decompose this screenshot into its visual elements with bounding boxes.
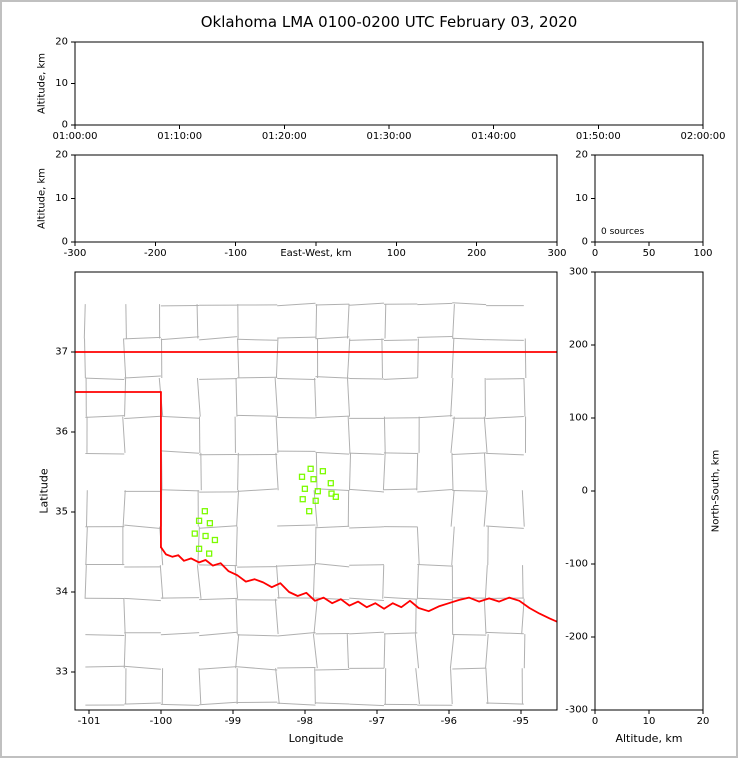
svg-text:0: 0	[592, 716, 598, 727]
svg-text:-95: -95	[513, 716, 529, 727]
map-content	[75, 302, 557, 707]
svg-text:33: 33	[55, 667, 68, 678]
svg-text:-97: -97	[369, 716, 385, 727]
svg-text:-300: -300	[64, 248, 87, 259]
svg-text:20: 20	[697, 716, 710, 727]
svg-text:10: 10	[575, 193, 588, 204]
svg-text:10: 10	[55, 78, 68, 89]
svg-text:20: 20	[55, 37, 68, 48]
svg-text:-200: -200	[144, 248, 167, 259]
svg-text:300: 300	[547, 248, 566, 259]
svg-text:200: 200	[467, 248, 486, 259]
svg-text:0 sources: 0 sources	[601, 227, 644, 237]
svg-text:37: 37	[55, 347, 68, 358]
svg-text:01:00:00: 01:00:00	[53, 131, 98, 142]
svg-text:East-West, km: East-West, km	[280, 248, 351, 259]
ew-height-axes: -300 -200 -100 100 200 300 East-West, km 0 10 20 A…	[37, 150, 567, 260]
alt-histogram-axes: 0 50 100 0 10 20 0 sources	[575, 150, 712, 260]
svg-text:0: 0	[592, 248, 598, 259]
svg-text:Altitude, km: Altitude, km	[615, 732, 682, 745]
svg-text:01:10:00: 01:10:00	[157, 131, 202, 142]
svg-text:0: 0	[62, 237, 68, 248]
svg-text:01:50:00: 01:50:00	[576, 131, 621, 142]
svg-text:01:20:00: 01:20:00	[262, 131, 307, 142]
svg-text:300: 300	[569, 267, 588, 278]
svg-text:-101: -101	[78, 716, 101, 727]
svg-text:Altitude, km: Altitude, km	[37, 168, 48, 229]
county-boundaries	[83, 302, 527, 707]
svg-text:-98: -98	[297, 716, 313, 727]
plan-view-axes: -101 -100 -99 -98 -97 -96 -95 33 34 35 36 37 Longitu…	[38, 271, 558, 745]
ns-height-axes: 0 10 20 300 200 100 0 -100 -200 -300 Altitude, km N…	[565, 267, 721, 746]
svg-text:Longitude: Longitude	[289, 732, 344, 745]
svg-text:-300: -300	[565, 705, 588, 716]
state-border	[75, 351, 557, 623]
svg-text:100: 100	[693, 248, 712, 259]
svg-text:Latitude: Latitude	[38, 468, 51, 514]
svg-text:36: 36	[55, 427, 68, 438]
svg-text:-200: -200	[565, 632, 588, 643]
time-height-axes: 01:00:00 01:10:00 01:20:00 01:30:00 01:40:00…	[37, 37, 726, 143]
svg-text:35: 35	[55, 507, 68, 518]
svg-text:0: 0	[582, 486, 588, 497]
svg-text:01:40:00: 01:40:00	[471, 131, 516, 142]
svg-text:10: 10	[643, 716, 656, 727]
chart-title: Oklahoma LMA 0100-0200 UTC February 03, …	[200, 13, 578, 31]
svg-text:100: 100	[569, 413, 588, 424]
svg-text:200: 200	[569, 340, 588, 351]
svg-text:02:00:00: 02:00:00	[681, 131, 726, 142]
svg-text:0: 0	[62, 120, 68, 131]
svg-text:20: 20	[575, 150, 588, 161]
svg-text:North-South, km: North-South, km	[711, 450, 722, 533]
svg-text:-100: -100	[224, 248, 247, 259]
svg-text:50: 50	[643, 248, 656, 259]
svg-text:Altitude, km: Altitude, km	[37, 53, 48, 114]
svg-text:0: 0	[582, 237, 588, 248]
svg-text:100: 100	[387, 248, 406, 259]
svg-text:34: 34	[55, 587, 68, 598]
svg-text:10: 10	[55, 193, 68, 204]
svg-text:-99: -99	[225, 716, 241, 727]
source-markers	[191, 465, 339, 557]
svg-text:-100: -100	[150, 716, 173, 727]
svg-text:-100: -100	[565, 559, 588, 570]
svg-text:20: 20	[55, 150, 68, 161]
svg-text:01:30:00: 01:30:00	[367, 131, 412, 142]
svg-text:-96: -96	[441, 716, 457, 727]
